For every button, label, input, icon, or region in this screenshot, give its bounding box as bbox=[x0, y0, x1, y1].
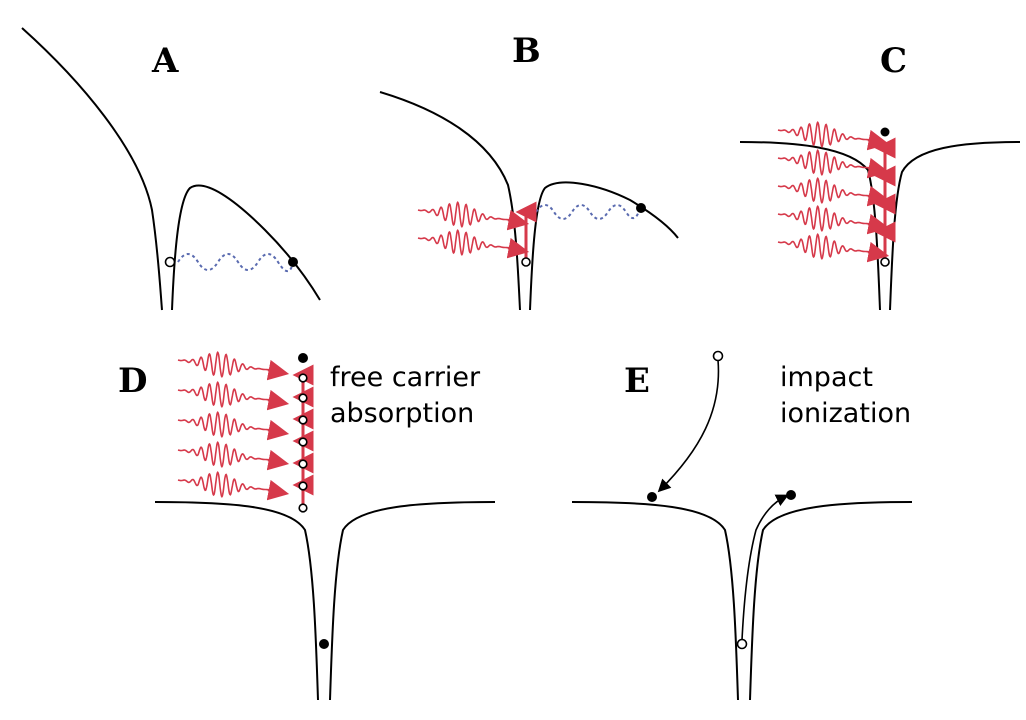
laser-pulse-wave bbox=[177, 380, 271, 409]
panel-c-pulse bbox=[777, 120, 890, 151]
panel-d-state bbox=[298, 373, 308, 383]
laser-pulse-wave bbox=[177, 440, 271, 469]
panel-d-pulse bbox=[177, 470, 290, 501]
panel-d-pulse bbox=[177, 350, 290, 381]
laser-pulse-arrow bbox=[866, 213, 890, 235]
panel-e-incoming-trajectory bbox=[657, 359, 720, 493]
panel-d-caption-line-2: absorption bbox=[330, 398, 474, 429]
panel-c-electron bbox=[880, 127, 890, 137]
laser-pulse-wave bbox=[177, 350, 271, 379]
laser-pulse-wave bbox=[777, 204, 871, 233]
panel-d-state bbox=[298, 459, 308, 469]
panel-b-tunnel-wave bbox=[535, 204, 641, 220]
panel-d-potential-left bbox=[154, 501, 319, 701]
panel-e-label: E bbox=[624, 361, 650, 401]
panel-e-caption-line-1: impact bbox=[780, 362, 873, 393]
panel-e-potential-right bbox=[749, 501, 913, 701]
laser-pulse-arrow bbox=[866, 185, 890, 207]
panel-c-pulse bbox=[777, 204, 890, 235]
panel-d-pulse bbox=[177, 440, 290, 471]
laser-pulse-arrow bbox=[506, 237, 530, 259]
laser-pulse-arrow bbox=[266, 389, 290, 411]
panel-b-pulse bbox=[417, 200, 530, 231]
panel-c-potential-right bbox=[889, 141, 1021, 311]
laser-pulse-arrow bbox=[266, 479, 290, 501]
panel-e-secondary-electron bbox=[786, 490, 796, 500]
panel-c-pulse bbox=[777, 176, 890, 207]
panel-a-tunnel-wave bbox=[177, 253, 293, 273]
panel-d: D free carrier absorption bbox=[118, 350, 496, 701]
panel-b-label: B bbox=[512, 31, 541, 71]
panel-c-laser-pulses bbox=[777, 120, 890, 263]
laser-pulse-wave bbox=[777, 176, 871, 205]
panel-d-label: D bbox=[118, 361, 147, 401]
panel-b-electron bbox=[636, 203, 646, 213]
panel-d-pulse bbox=[177, 380, 290, 411]
panel-d-electron-top bbox=[298, 353, 308, 363]
panel-b-potential-left bbox=[379, 91, 521, 311]
laser-pulse-wave bbox=[777, 232, 871, 261]
laser-pulse-arrow bbox=[866, 129, 890, 151]
panel-e: E impact ionization bbox=[571, 350, 913, 701]
panel-a-electron bbox=[288, 257, 298, 267]
panel-a-potential-left bbox=[21, 27, 163, 311]
panel-b-potential-right bbox=[529, 181, 679, 311]
laser-pulse-wave bbox=[777, 120, 871, 149]
panel-d-state bbox=[298, 393, 308, 403]
panel-e-potential-left bbox=[571, 501, 739, 701]
panel-a: A bbox=[21, 27, 321, 311]
panel-d-intermediate-states bbox=[298, 373, 308, 513]
panel-a-potential-right bbox=[171, 184, 321, 311]
panel-e-hot-electron-origin bbox=[712, 350, 724, 362]
panel-c-hole bbox=[880, 257, 890, 267]
laser-pulse-arrow bbox=[266, 359, 290, 381]
laser-pulse-wave bbox=[417, 200, 511, 229]
panel-d-state bbox=[298, 503, 308, 513]
laser-pulse-arrow bbox=[506, 209, 530, 231]
panel-b: B bbox=[379, 31, 679, 311]
panel-e-ionized-trajectory bbox=[741, 494, 789, 641]
laser-pulse-wave bbox=[417, 228, 511, 257]
panel-b-laser-pulses bbox=[417, 200, 530, 259]
panel-b-pulse bbox=[417, 228, 530, 259]
laser-pulse-arrow bbox=[266, 449, 290, 471]
panel-d-state bbox=[298, 437, 308, 447]
panel-b-hole bbox=[521, 257, 531, 267]
panel-c-label: C bbox=[880, 41, 907, 81]
laser-pulse-wave bbox=[177, 410, 271, 439]
laser-pulse-arrow bbox=[266, 419, 290, 441]
laser-pulse-arrow bbox=[866, 157, 890, 179]
panel-e-caption-line-2: ionization bbox=[780, 398, 911, 429]
panel-a-label: A bbox=[151, 41, 179, 81]
panel-d-electron-bound bbox=[319, 639, 329, 649]
laser-pulse-wave bbox=[177, 470, 271, 499]
panel-c: C bbox=[739, 41, 1021, 311]
laser-pulse-arrow bbox=[866, 241, 890, 263]
panel-e-hot-electron bbox=[647, 492, 657, 502]
panel-d-pulse bbox=[177, 410, 290, 441]
panel-d-state bbox=[298, 415, 308, 425]
panel-c-pulse bbox=[777, 232, 890, 263]
panel-d-potential-right bbox=[329, 501, 496, 701]
panel-a-hole bbox=[164, 256, 176, 268]
laser-pulse-wave bbox=[777, 148, 871, 177]
panel-d-laser-pulses bbox=[177, 350, 290, 501]
panel-d-state bbox=[298, 481, 308, 491]
panel-e-hole bbox=[736, 638, 748, 650]
panel-d-caption-line-1: free carrier bbox=[330, 362, 481, 393]
